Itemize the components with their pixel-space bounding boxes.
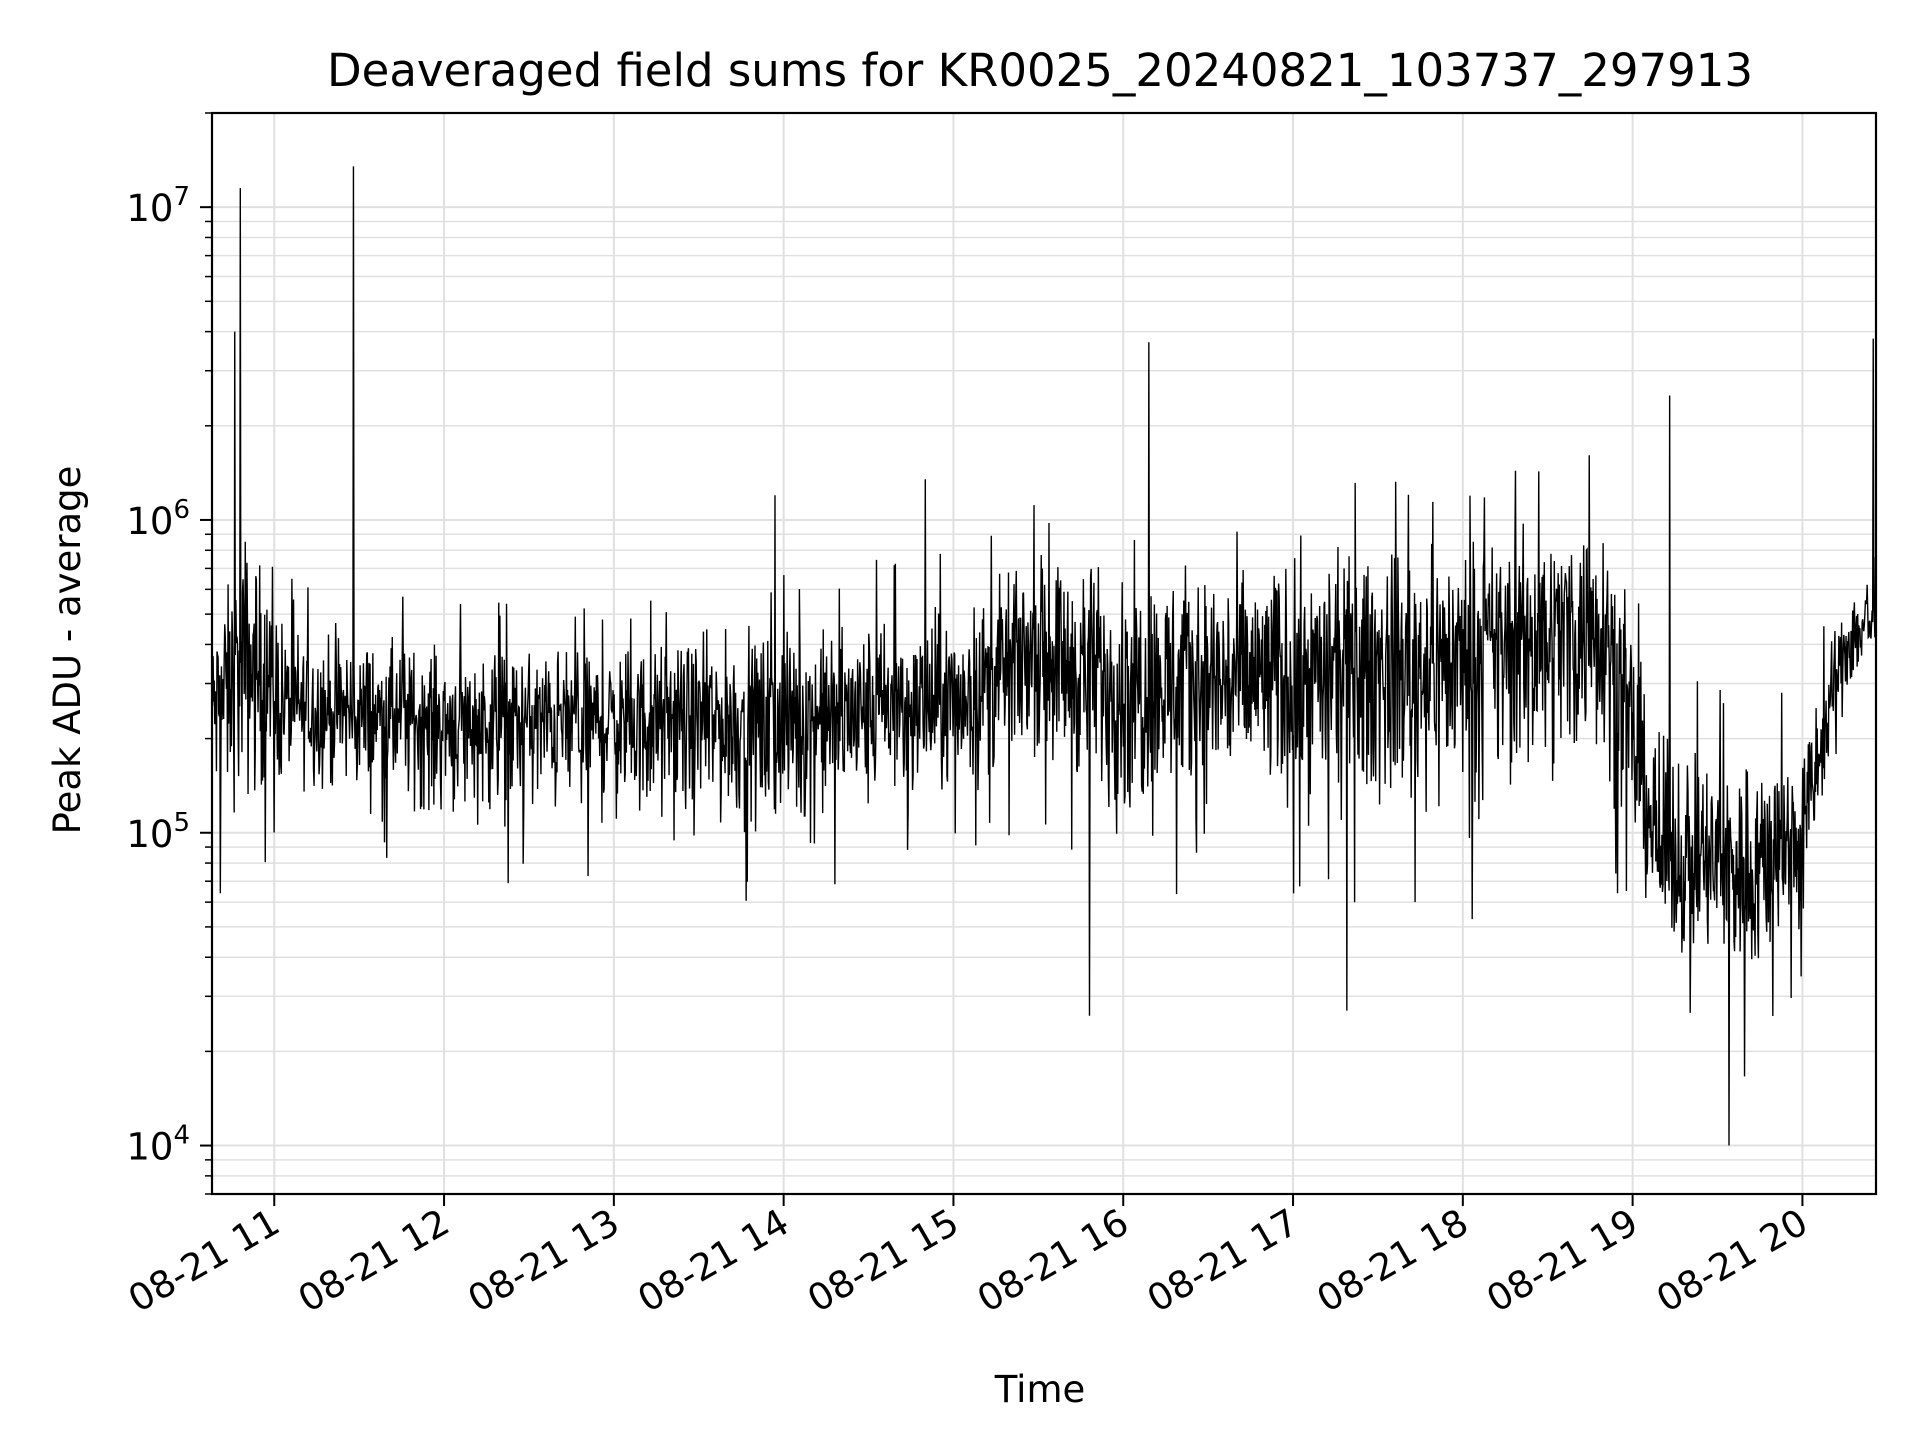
y-tick-label: 106	[126, 495, 190, 543]
series-line	[211, 166, 1877, 1146]
y-tick-label: 105	[126, 808, 190, 856]
y-axis-label: Peak ADU - average	[46, 466, 89, 835]
x-axis-label: Time	[994, 1368, 1086, 1411]
chart-title: Deaveraged field sums for KR0025_2024082…	[327, 44, 1753, 97]
y-tick-label: 104	[126, 1121, 190, 1169]
axes-frame	[210, 111, 1878, 1196]
y-tick-label: 107	[126, 182, 190, 230]
